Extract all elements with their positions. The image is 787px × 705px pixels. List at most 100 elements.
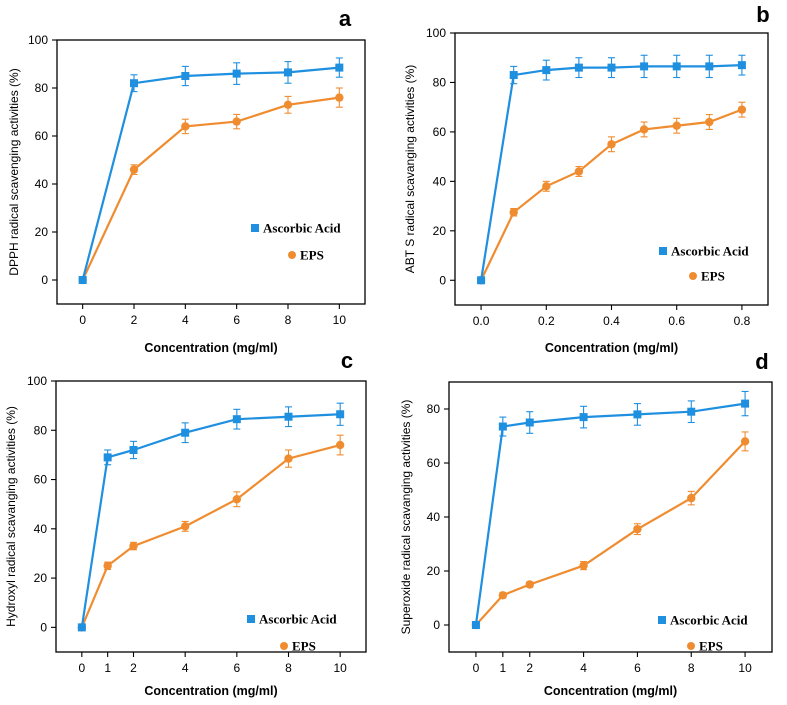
data-point <box>129 541 138 551</box>
data-point <box>509 71 518 80</box>
data-point <box>284 454 293 463</box>
x-tick-label: 10 <box>738 661 752 675</box>
data-point <box>579 413 588 422</box>
series-ascorbic-acid <box>78 57 344 284</box>
legend-marker <box>689 272 697 280</box>
data-point <box>103 561 112 570</box>
legend-marker <box>658 616 666 624</box>
data-point <box>129 165 139 174</box>
y-tick-label: 20 <box>34 571 48 585</box>
legend-label: EPS <box>292 639 316 654</box>
x-axis-title: Concentration (mg/ml) <box>544 684 677 698</box>
y-tick-label: 20 <box>433 224 447 238</box>
x-tick-label: 4 <box>182 661 189 675</box>
plot-frame <box>56 39 366 305</box>
x-tick-label: 6 <box>233 313 240 327</box>
data-point <box>129 445 138 454</box>
x-tick-label: 0 <box>78 661 85 675</box>
data-point <box>130 79 138 88</box>
panel-letter: c <box>341 348 353 373</box>
data-point <box>284 412 293 421</box>
legend-marker <box>280 642 288 650</box>
y-tick-label: 60 <box>34 473 48 487</box>
data-point <box>181 72 190 80</box>
y-axis-title: DPPH radical scavenging activities (%) <box>7 68 21 275</box>
data-point <box>574 63 583 72</box>
legend: Ascorbic Acid EPS <box>247 612 337 654</box>
data-point <box>181 428 190 437</box>
x-tick-label: 0 <box>79 313 86 327</box>
legend-marker <box>687 642 695 650</box>
data-point <box>574 167 584 176</box>
legend: Ascorbic Acid EPS <box>659 244 749 284</box>
y-axis-title: Superoxide radical scavanging activities… <box>399 400 413 635</box>
data-point <box>687 493 696 503</box>
y-tick-label: 40 <box>35 177 49 191</box>
x-tick-label: 4 <box>580 661 587 675</box>
legend-label: Ascorbic Acid <box>671 244 749 259</box>
data-point <box>283 100 293 110</box>
x-tick-label: 2 <box>526 661 533 675</box>
data-point <box>78 276 87 284</box>
data-point <box>672 62 681 71</box>
y-tick-label: 0 <box>433 618 440 632</box>
x-tick-label: 0.0 <box>473 314 490 328</box>
y-tick-label: 20 <box>427 564 441 578</box>
x-tick-label: 1 <box>104 661 111 675</box>
legend-label: EPS <box>699 639 723 654</box>
data-point <box>542 182 551 191</box>
y-tick-label: 80 <box>34 423 48 437</box>
data-point <box>335 93 344 102</box>
data-point <box>705 62 714 71</box>
y-tick-label: 40 <box>433 174 447 188</box>
data-point <box>335 63 344 72</box>
legend-label: Ascorbic Acid <box>259 612 337 627</box>
y-tick-label: 0 <box>41 273 48 287</box>
series-line <box>81 66 340 281</box>
data-point <box>180 522 190 531</box>
y-tick-label: 0 <box>40 620 47 634</box>
y-axis-title: ABT S radical scavanging activities (%) <box>403 65 417 274</box>
y-tick-label: 100 <box>27 374 47 388</box>
legend-label: Ascorbic Acid <box>263 221 341 236</box>
y-tick-label: 80 <box>433 75 447 89</box>
legend-marker <box>251 224 259 232</box>
y-tick-label: 0 <box>439 273 446 287</box>
data-point <box>77 623 86 632</box>
data-point <box>672 121 681 130</box>
y-tick-label: 60 <box>433 125 447 139</box>
data-point <box>741 399 750 408</box>
y-tick-label: 20 <box>35 225 49 239</box>
data-point <box>232 117 241 126</box>
y-axis-title: Hydroxyl radical scavanging activities (… <box>4 406 18 627</box>
data-point <box>335 440 345 450</box>
series-line <box>474 402 746 626</box>
x-tick-label: 0.2 <box>538 314 555 328</box>
plot-frame <box>448 381 773 653</box>
x-tick-label: 10 <box>333 661 347 675</box>
data-point <box>542 66 551 75</box>
data-point <box>740 437 750 446</box>
y-tick-label: 80 <box>427 402 441 416</box>
chart-panel-c: 0 20 40 60 80 100 0 1 2 4 6 8 10 Concentration (mg/ml… <box>4 348 367 698</box>
y-tick-label: 100 <box>426 26 446 40</box>
y-tick-label: 100 <box>28 33 48 47</box>
y-tick-label: 60 <box>35 129 49 143</box>
legend-label: EPS <box>300 248 324 263</box>
x-tick-label: 6 <box>634 661 641 675</box>
data-point <box>639 125 649 134</box>
x-tick-label: 8 <box>285 313 292 327</box>
data-point <box>607 63 616 72</box>
legend-marker <box>247 615 255 623</box>
data-point <box>181 122 190 131</box>
data-point <box>477 276 486 285</box>
data-point <box>232 415 241 424</box>
x-axis-title: Concentration (mg/ml) <box>545 341 678 355</box>
data-point <box>336 410 345 419</box>
data-point <box>525 418 534 427</box>
panel-letter: b <box>756 2 769 27</box>
data-point <box>232 69 241 78</box>
x-axis-title: Concentration (mg/ml) <box>144 341 277 355</box>
data-point <box>525 580 534 589</box>
data-point <box>471 621 480 629</box>
